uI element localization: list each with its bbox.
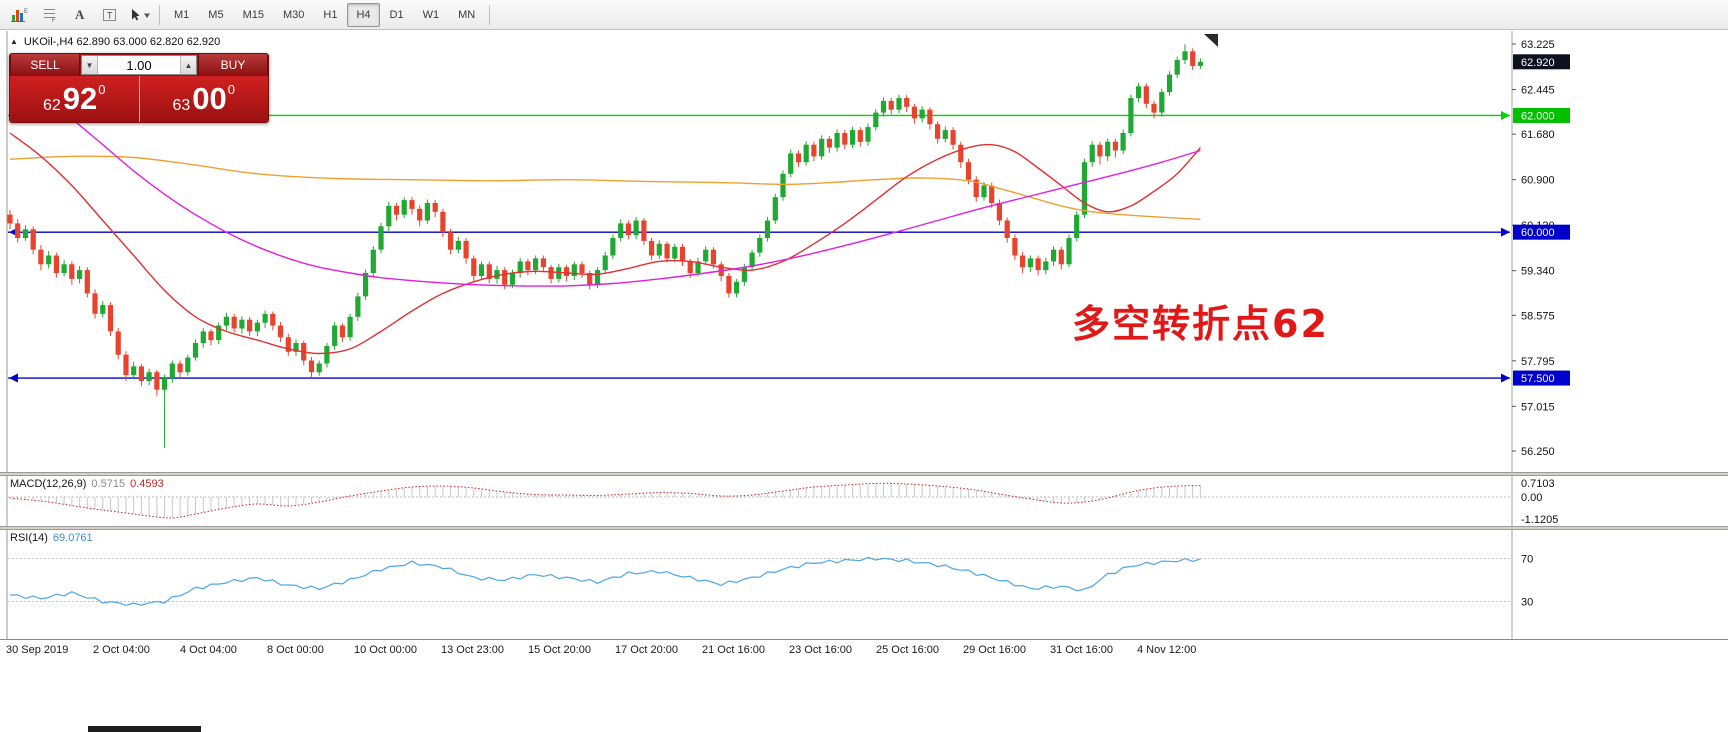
bid-pip-digit: 0 [98, 82, 106, 97]
timeframe-M15[interactable]: M15 [242, 8, 264, 21]
svg-text:E: E [24, 9, 28, 15]
rsi-label: RSI(14) 69.0761 [10, 532, 93, 544]
svg-text:63.225: 63.225 [1521, 39, 1555, 51]
svg-text:56.250: 56.250 [1521, 446, 1555, 458]
time-label: 30 Sep 2019 [6, 644, 69, 656]
svg-text:0.00: 0.00 [1521, 492, 1542, 504]
timeframe-M30[interactable]: M30 [282, 8, 305, 21]
time-label: 25 Oct 16:00 [876, 644, 939, 656]
price-divider [138, 76, 140, 122]
svg-text:-1.1205: -1.1205 [1521, 514, 1558, 526]
bid-big-digits: 92 [62, 81, 98, 116]
timeframe-D1[interactable]: D1 [389, 8, 404, 21]
volume-increase-icon[interactable]: ▲ [180, 56, 196, 74]
timeframe-button-group: M1 M5 M15 M30 H1 H4 D1 W1 MN [165, 2, 484, 27]
volume-dropdown-icon[interactable]: ▼ [82, 56, 98, 74]
svg-text:62.000: 62.000 [1521, 110, 1555, 122]
svg-text:T: T [107, 10, 113, 20]
ask-prefix: 63 [172, 97, 191, 114]
time-axis[interactable]: 30 Sep 2019 2 Oct 04:00 4 Oct 04:00 8 Oct 0… [0, 639, 1728, 663]
time-label: 8 Oct 00:00 [267, 644, 324, 656]
one-click-trading-panel: SELL ▼ 1.00 ▲ BUY 62 92 0 63 00 0 [9, 53, 269, 123]
price-chart-canvas[interactable]: 63.22562.44561.68060.90060.12059.34058.5… [0, 31, 1728, 472]
chart-type-icon[interactable]: E [5, 2, 34, 28]
panel-splitter[interactable] [0, 472, 1728, 476]
ask-big-digits: 00 [192, 81, 227, 116]
text-tool-icon[interactable]: A [65, 2, 94, 28]
time-label: 10 Oct 00:00 [354, 644, 417, 656]
rsi-indicator-panel: 70 30 RSI(14) 69.0761 [0, 530, 1728, 639]
toolbar-icon-group: E F A T [5, 2, 154, 28]
cursor-tool-icon[interactable] [125, 2, 154, 28]
svg-text:30: 30 [1521, 597, 1533, 609]
timeframe-MN[interactable]: MN [458, 8, 476, 21]
svg-text:59.340: 59.340 [1521, 266, 1555, 278]
svg-text:62.920: 62.920 [1521, 57, 1555, 69]
macd-indicator-panel: 0.7103 0.00 -1.1205 MACD(12,26,9) 0.5715 0.4… [0, 476, 1728, 526]
rsi-name: RSI(14) [10, 532, 48, 544]
macd-label: MACD(12,26,9) 0.5715 0.4593 [10, 478, 164, 490]
svg-text:62.445: 62.445 [1521, 85, 1555, 97]
time-label: 15 Oct 20:00 [528, 644, 591, 656]
svg-text:57.500: 57.500 [1521, 373, 1555, 385]
volume-value[interactable]: 1.00 [126, 57, 152, 73]
time-label: 29 Oct 16:00 [963, 644, 1026, 656]
chart-window: 63.22562.44561.68060.90060.12059.34058.5… [0, 31, 1728, 732]
ask-price: 63 00 0 [140, 76, 269, 122]
chart-title: ▲ UKOil-,H4 62.890 63.000 62.820 62.920 [10, 36, 220, 48]
timeframe-H1[interactable]: H1 [323, 8, 338, 21]
time-label: 31 Oct 16:00 [1050, 644, 1113, 656]
svg-text:0.7103: 0.7103 [1521, 478, 1555, 490]
bid-prefix: 62 [42, 97, 61, 114]
buy-button[interactable]: BUY [198, 54, 268, 76]
background-window-fragment [88, 726, 201, 732]
panel-splitter[interactable] [0, 526, 1728, 530]
toolbar-separator [489, 4, 491, 25]
time-label: 21 Oct 16:00 [702, 644, 765, 656]
svg-text:A: A [75, 7, 85, 22]
main-chart-panel: 63.22562.44561.68060.90060.12059.34058.5… [0, 31, 1728, 472]
chart-title-text: UKOil-,H4 62.890 63.000 62.820 62.920 [23, 36, 221, 48]
svg-text:61.680: 61.680 [1521, 129, 1555, 141]
svg-text:57.015: 57.015 [1521, 401, 1555, 413]
sell-button[interactable]: SELL [10, 54, 80, 76]
time-label: 4 Oct 04:00 [180, 644, 237, 656]
svg-text:57.795: 57.795 [1521, 356, 1555, 368]
ask-pip-digit: 0 [227, 82, 235, 97]
time-label: 2 Oct 04:00 [93, 644, 150, 656]
time-label: 23 Oct 16:00 [789, 644, 852, 656]
oneclick-toggle-icon[interactable]: ▲ [10, 37, 18, 46]
rsi-canvas[interactable]: 70 30 [0, 530, 1728, 639]
timeframe-W1[interactable]: W1 [422, 8, 440, 21]
bid-price: 62 92 0 [10, 76, 139, 122]
svg-text:58.575: 58.575 [1521, 310, 1555, 322]
macd-name: MACD(12,26,9) [10, 478, 87, 490]
timeframe-M1[interactable]: M1 [174, 8, 190, 21]
svg-text:F: F [52, 18, 56, 23]
toolbar-separator [159, 4, 160, 25]
volume-field[interactable]: ▼ 1.00 ▲ [81, 55, 197, 75]
rsi-value: 69.0761 [52, 532, 93, 544]
toolbar: E F A T M1 M5 M15 M30 H1 H4 D1 W1 MN [0, 0, 1728, 30]
time-label: 13 Oct 23:00 [441, 644, 504, 656]
timeframe-H4[interactable]: H4 [347, 2, 380, 27]
macd-value-main: 0.5715 [91, 478, 126, 490]
macd-canvas[interactable]: 0.7103 0.00 -1.1205 [0, 476, 1728, 526]
svg-text:60.000: 60.000 [1521, 227, 1555, 239]
svg-text:70: 70 [1521, 554, 1533, 566]
macd-value-signal: 0.4593 [130, 478, 164, 490]
timeframe-M5[interactable]: M5 [208, 8, 224, 21]
time-label: 17 Oct 20:00 [615, 644, 678, 656]
indicator-list-icon[interactable]: F [35, 2, 64, 28]
chart-text-annotation[interactable]: 多空转折点62 [1072, 302, 1329, 346]
label-tool-icon[interactable]: T [95, 2, 124, 28]
svg-text:60.900: 60.900 [1521, 175, 1555, 187]
time-label: 4 Nov 12:00 [1137, 644, 1197, 656]
